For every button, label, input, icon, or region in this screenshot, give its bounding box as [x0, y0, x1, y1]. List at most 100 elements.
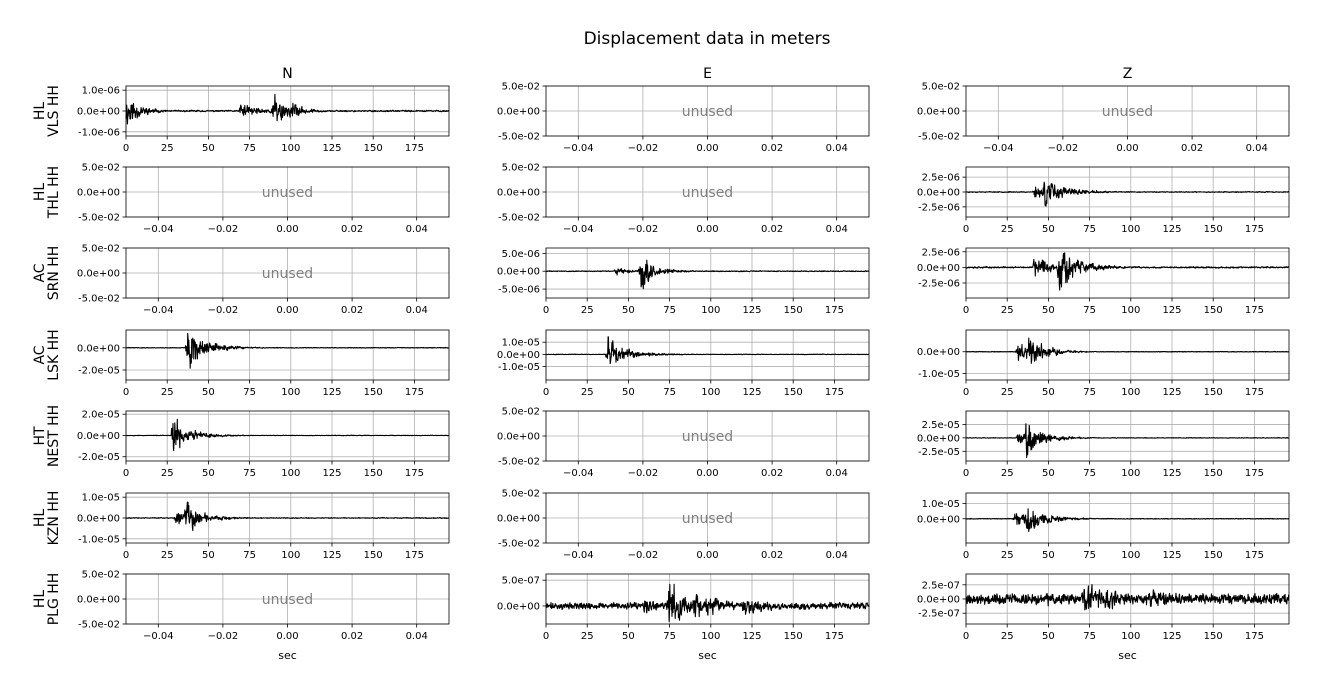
- station-code: THL HH: [46, 166, 62, 219]
- x-tick-label: 0: [543, 305, 549, 316]
- panel-srn-hh-n: unused -5.0e-02 0.0e+00 5.0e-02 −0.04 −0.02 0.…: [77, 244, 450, 316]
- x-tick-label: 75: [663, 631, 676, 642]
- x-tick-label: 0.02: [341, 631, 363, 642]
- x-tick-label: 125: [1162, 305, 1181, 316]
- waveform-trace: [545, 336, 870, 365]
- station-code: LSK HH: [46, 329, 62, 380]
- y-tick-label: -2.0e-05: [78, 452, 120, 463]
- y-tick-label: 5.0e-02: [82, 244, 120, 255]
- x-tick-label: 150: [1204, 224, 1223, 235]
- x-tick-label: 50: [622, 631, 635, 642]
- x-tick-label: 125: [322, 550, 341, 561]
- y-tick-label: 0.0e+00: [917, 188, 960, 199]
- x-tick-label: 25: [581, 387, 594, 398]
- x-tick-label: 0.04: [406, 305, 428, 316]
- y-tick-label: 0.0e+00: [497, 350, 540, 361]
- column-title-z: Z: [1123, 66, 1133, 82]
- y-tick-label: 2.5e-05: [922, 420, 960, 431]
- x-tick-label: 175: [825, 387, 844, 398]
- x-tick-label: 50: [622, 387, 635, 398]
- x-tick-label: 0.00: [276, 631, 298, 642]
- waveform-trace: [125, 332, 450, 369]
- y-tick-label: -1.0e-05: [498, 362, 540, 373]
- panel-thl-hh-e: unused -5.0e-02 0.0e+00 5.0e-02 −0.04 −0.02 0.…: [497, 163, 870, 235]
- x-axis-label: sec: [698, 649, 717, 662]
- y-tick-label: -1.0e-06: [78, 127, 120, 138]
- unused-label: unused: [682, 429, 733, 445]
- panel-frame: [125, 329, 450, 381]
- x-tick-label: 150: [1204, 550, 1223, 561]
- waveform-trace: [125, 418, 450, 452]
- x-tick-label: 0: [963, 550, 969, 561]
- panel-thl-hh-n: unused -5.0e-02 0.0e+00 5.0e-02 −0.04 −0.02 0.…: [77, 163, 450, 235]
- x-tick-label: 150: [784, 631, 803, 642]
- x-tick-label: 0: [963, 468, 969, 479]
- y-tick-label: 0.0e+00: [77, 107, 120, 118]
- y-tick-label: -5.0e-02: [498, 539, 540, 550]
- unused-label: unused: [262, 185, 313, 201]
- x-tick-label: 0: [543, 387, 549, 398]
- y-tick-label: -1.0e-05: [78, 534, 120, 545]
- x-tick-label: 50: [202, 387, 215, 398]
- panel-lsk-hh-e: -1.0e-050.0e+001.0e-05 0 25 50 75 100 125 150 17…: [497, 329, 870, 398]
- y-tick-label: 2.5e-06: [922, 173, 960, 184]
- x-tick-label: 25: [161, 143, 174, 154]
- x-tick-label: 0.00: [696, 468, 718, 479]
- x-tick-label: 100: [281, 468, 300, 479]
- x-tick-label: −0.04: [563, 550, 594, 561]
- y-tick-label: 0.0e+00: [917, 514, 960, 525]
- panel-kzn-hh-e: unused -5.0e-02 0.0e+00 5.0e-02 −0.04 −0.02 0.…: [497, 489, 870, 561]
- x-tick-label: 0: [123, 387, 129, 398]
- x-tick-label: 100: [1121, 468, 1140, 479]
- x-tick-label: 150: [784, 387, 803, 398]
- x-tick-label: 50: [1042, 550, 1055, 561]
- y-tick-label: 0.0e+00: [497, 514, 540, 525]
- x-tick-label: 25: [1001, 224, 1014, 235]
- x-tick-label: 150: [364, 387, 383, 398]
- x-tick-label: 0: [543, 631, 549, 642]
- y-tick-label: 5.0e-02: [502, 82, 540, 93]
- waveform-trace: [965, 337, 1290, 364]
- x-tick-label: 75: [243, 143, 256, 154]
- waveform-trace: [545, 259, 870, 290]
- x-tick-label: 0: [963, 224, 969, 235]
- x-tick-label: 0.02: [761, 468, 783, 479]
- x-tick-label: −0.04: [563, 143, 594, 154]
- x-tick-label: 75: [663, 305, 676, 316]
- x-tick-label: 0.02: [341, 305, 363, 316]
- x-tick-label: −0.04: [983, 143, 1014, 154]
- panel-nest-hh-z: -2.5e-05 0.0e+00 2.5e-05 0 25 50 75 100 125 150 17…: [917, 410, 1290, 479]
- y-tick-label: 2.5e-06: [922, 247, 960, 258]
- panel-frame: [965, 410, 1290, 462]
- x-tick-label: 100: [701, 631, 720, 642]
- y-tick-label: 5.0e-06: [502, 249, 540, 260]
- x-tick-label: 75: [243, 387, 256, 398]
- y-tick-label: -5.0e-02: [78, 620, 120, 631]
- column-title-e: E: [703, 66, 712, 82]
- y-tick-label: 0.0e+00: [497, 188, 540, 199]
- x-tick-label: 100: [1121, 631, 1140, 642]
- x-tick-label: 0: [123, 468, 129, 479]
- x-tick-label: 125: [1162, 387, 1181, 398]
- x-tick-label: 75: [1083, 387, 1096, 398]
- x-axis-label: sec: [278, 649, 297, 662]
- x-tick-label: 100: [1121, 387, 1140, 398]
- panel-vls-hh-e: unused -5.0e-02 0.0e+00 5.0e-02 −0.04 −0.02 0.…: [497, 82, 870, 154]
- x-tick-label: 0.00: [276, 224, 298, 235]
- x-tick-label: 50: [202, 468, 215, 479]
- y-tick-label: 0.0e+00: [917, 347, 960, 358]
- waveform-trace: [545, 583, 870, 622]
- x-tick-label: −0.04: [563, 468, 594, 479]
- waveform-trace: [125, 501, 450, 532]
- panel-plg-hh-e: 0.0e+00 5.0e-07 0 25 50 75 100 125 150 175 sec: [497, 573, 870, 662]
- y-tick-label: 0.0e+00: [77, 343, 120, 354]
- x-tick-label: 0.00: [276, 305, 298, 316]
- x-tick-label: 50: [202, 550, 215, 561]
- x-tick-label: 125: [1162, 550, 1181, 561]
- x-tick-label: 50: [1042, 468, 1055, 479]
- x-tick-label: −0.02: [208, 224, 239, 235]
- x-tick-label: 125: [1162, 468, 1181, 479]
